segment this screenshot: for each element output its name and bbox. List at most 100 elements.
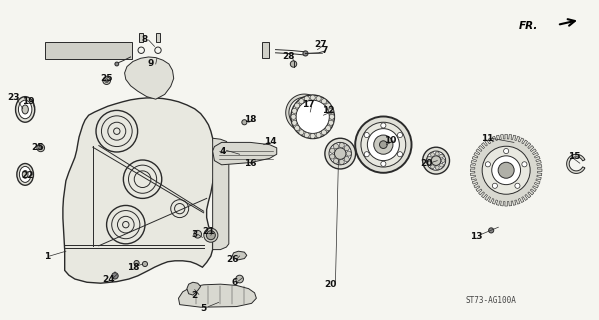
Text: 28: 28 <box>283 52 295 61</box>
Polygon shape <box>232 251 247 260</box>
Circle shape <box>291 61 297 67</box>
Text: 12: 12 <box>322 106 334 115</box>
Circle shape <box>381 123 386 128</box>
Circle shape <box>441 159 445 163</box>
Text: 18: 18 <box>127 263 139 272</box>
Circle shape <box>204 228 218 242</box>
Circle shape <box>326 103 331 108</box>
Circle shape <box>207 231 215 240</box>
Circle shape <box>303 51 308 56</box>
Circle shape <box>292 120 297 125</box>
Polygon shape <box>470 134 542 206</box>
Circle shape <box>329 148 335 153</box>
Circle shape <box>304 132 309 138</box>
Polygon shape <box>213 138 229 250</box>
Circle shape <box>397 152 403 157</box>
Circle shape <box>236 275 243 283</box>
Circle shape <box>339 159 344 164</box>
Circle shape <box>299 99 304 104</box>
Circle shape <box>292 108 297 113</box>
Circle shape <box>291 114 296 119</box>
Ellipse shape <box>22 171 28 178</box>
Circle shape <box>492 156 521 185</box>
Circle shape <box>364 132 370 138</box>
Circle shape <box>380 141 387 148</box>
Ellipse shape <box>19 166 31 182</box>
Text: 24: 24 <box>102 275 116 284</box>
Circle shape <box>367 129 400 161</box>
Bar <box>262 42 270 58</box>
Circle shape <box>428 161 431 165</box>
Circle shape <box>431 156 441 165</box>
Circle shape <box>522 162 527 167</box>
Circle shape <box>344 156 349 162</box>
Circle shape <box>397 132 403 138</box>
Polygon shape <box>63 98 216 283</box>
Text: 17: 17 <box>302 100 315 109</box>
Circle shape <box>194 230 201 238</box>
Circle shape <box>295 125 300 131</box>
Bar <box>45 42 132 59</box>
Polygon shape <box>179 284 256 307</box>
Circle shape <box>115 62 119 66</box>
Text: 18: 18 <box>244 116 256 124</box>
Circle shape <box>334 158 338 164</box>
Circle shape <box>291 95 334 139</box>
Polygon shape <box>213 142 277 165</box>
Circle shape <box>428 156 431 160</box>
Text: 25: 25 <box>31 143 43 152</box>
Circle shape <box>435 152 439 156</box>
Circle shape <box>334 148 346 159</box>
Circle shape <box>435 166 439 170</box>
Bar <box>139 33 143 42</box>
Circle shape <box>329 154 335 159</box>
Circle shape <box>440 154 443 158</box>
Circle shape <box>328 108 334 113</box>
Text: 6: 6 <box>232 278 238 287</box>
Circle shape <box>381 161 386 166</box>
Text: 5: 5 <box>201 304 207 313</box>
Text: 16: 16 <box>244 159 256 168</box>
Text: 25: 25 <box>101 74 113 83</box>
Circle shape <box>489 228 494 233</box>
Circle shape <box>440 163 443 167</box>
Text: 2: 2 <box>192 291 198 300</box>
Text: 15: 15 <box>568 152 580 161</box>
Circle shape <box>304 96 309 101</box>
Text: 22: 22 <box>22 171 34 180</box>
Text: 19: 19 <box>22 97 35 106</box>
Text: 9: 9 <box>148 60 154 68</box>
Circle shape <box>328 120 334 125</box>
Circle shape <box>485 162 491 167</box>
Circle shape <box>112 273 118 279</box>
Circle shape <box>310 95 315 100</box>
Text: FR.: FR. <box>519 21 538 31</box>
Polygon shape <box>125 57 174 99</box>
Circle shape <box>295 103 300 108</box>
Text: 3: 3 <box>192 230 198 239</box>
Text: ST73-AG100A: ST73-AG100A <box>466 296 516 305</box>
Circle shape <box>431 153 434 156</box>
Text: 13: 13 <box>470 232 482 241</box>
Circle shape <box>515 183 520 188</box>
Circle shape <box>296 100 329 133</box>
Circle shape <box>105 79 108 83</box>
Ellipse shape <box>22 105 28 114</box>
Circle shape <box>344 146 349 151</box>
Circle shape <box>37 144 44 152</box>
Circle shape <box>329 114 334 119</box>
Ellipse shape <box>17 164 34 185</box>
Text: 21: 21 <box>202 228 214 236</box>
Circle shape <box>316 132 321 138</box>
Text: 26: 26 <box>226 255 238 264</box>
Text: 7: 7 <box>322 46 328 55</box>
Polygon shape <box>286 94 320 131</box>
Circle shape <box>492 183 497 188</box>
Circle shape <box>431 165 434 169</box>
Text: 10: 10 <box>385 136 397 145</box>
Ellipse shape <box>16 97 35 122</box>
Circle shape <box>334 144 338 149</box>
Text: 23: 23 <box>7 93 19 102</box>
Text: 27: 27 <box>314 40 327 49</box>
Text: 20: 20 <box>420 159 432 168</box>
